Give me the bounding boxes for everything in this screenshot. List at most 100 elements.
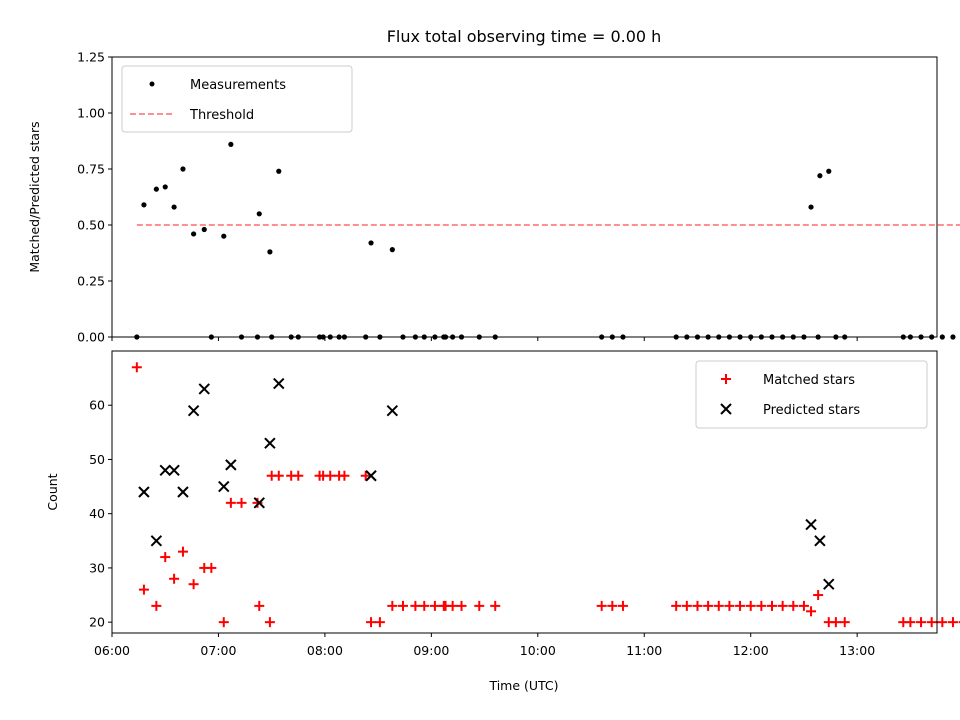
legend-matched-label: Matched stars — [763, 373, 855, 388]
predicted-star-point — [365, 470, 377, 482]
matched-star-point — [788, 600, 799, 611]
legend-predicted-marker — [720, 403, 732, 415]
chart-title: Flux total observing time = 0.00 h — [387, 27, 662, 46]
legend-matched-marker — [721, 374, 731, 384]
matched-star-point — [429, 600, 440, 611]
matched-star-point — [160, 552, 171, 563]
matched-star-point — [490, 600, 501, 611]
measurement-point — [141, 202, 147, 208]
legend-threshold-label: Threshold — [189, 108, 254, 123]
top-ytick-label: 0.50 — [77, 218, 105, 233]
matched-star-point — [474, 600, 485, 611]
matched-star-point — [777, 600, 788, 611]
predicted-star-point — [264, 437, 276, 449]
matched-star-point — [325, 470, 336, 481]
matched-star-point — [236, 497, 247, 508]
measurement-point — [808, 204, 814, 210]
matched-star-point — [169, 573, 180, 584]
predicted-star-point — [823, 578, 835, 590]
bottom-ytick-label: 40 — [89, 506, 105, 521]
matched-star-point — [138, 584, 149, 595]
top-plot: Matched/Predicted stars 0.00 0.25 0.50 0.75… — [27, 50, 960, 345]
bottom-axes-frame — [111, 350, 938, 634]
measurement-point — [267, 249, 273, 255]
xtick-label: 11:00 — [626, 643, 662, 658]
measurement-point — [368, 240, 374, 246]
matched-star-point — [151, 600, 162, 611]
measurement-point — [389, 247, 395, 253]
top-ytick-label: 0.75 — [77, 162, 105, 177]
measurement-point — [228, 141, 234, 147]
bottom-ytick-label: 20 — [89, 615, 105, 630]
matched-star-point — [839, 617, 850, 628]
measurement-point — [180, 166, 186, 172]
top-legend: Measurements Threshold — [121, 65, 353, 133]
bottom-ytick-label: 50 — [89, 452, 105, 467]
xtick-label: 06:00 — [94, 643, 130, 658]
matched-star-point — [366, 617, 377, 628]
matched-star-point — [273, 470, 284, 481]
xtick-label: 12:00 — [733, 643, 769, 658]
matched-star-point — [905, 617, 916, 628]
matched-star-point — [387, 600, 398, 611]
bottom-ytick-label: 60 — [89, 398, 105, 413]
predicted-star-point — [187, 404, 200, 417]
matched-star-point — [339, 470, 350, 481]
matched-star-point — [596, 600, 607, 611]
top-ytick-label: 1.25 — [77, 50, 105, 65]
matched-star-point — [607, 600, 618, 611]
predicted-star-point — [168, 464, 180, 477]
predicted-star-point — [159, 464, 171, 477]
matched-star-point — [806, 606, 817, 617]
matched-star-point — [188, 579, 199, 590]
matched-star-point — [397, 600, 408, 611]
matched-star-point — [724, 600, 735, 611]
xtick-label: 10:00 — [520, 643, 556, 658]
predicted-star-point — [150, 535, 163, 547]
predicted-star-point — [138, 486, 150, 498]
matched-star-point — [206, 562, 217, 573]
measurement-point — [256, 211, 262, 217]
bottom-ylabel: Count — [45, 473, 60, 510]
legend-predicted-label: Predicted stars — [763, 403, 860, 418]
predicted-star-point — [273, 377, 285, 390]
matched-star-point — [419, 600, 430, 611]
matched-star-point — [681, 600, 692, 611]
xtick-label: 13:00 — [839, 643, 875, 658]
matched-star-point — [813, 590, 824, 601]
matched-star-point — [131, 362, 142, 373]
matched-star-point — [745, 600, 756, 611]
matched-star-point — [225, 497, 236, 508]
bottom-xlabel: Time (UTC) — [488, 678, 558, 693]
bottom-legend-box — [695, 360, 928, 429]
predicted-star-point — [386, 404, 399, 417]
matched-star-point — [293, 470, 304, 481]
matched-star-point — [360, 470, 371, 481]
legend-measurements-label: Measurements — [190, 78, 286, 93]
top-legend-box — [121, 65, 353, 133]
matched-star-point — [447, 600, 458, 611]
predicted-star-point — [253, 497, 265, 509]
xtick-label: 07:00 — [200, 643, 236, 658]
measurement-point — [191, 231, 197, 237]
top-ytick-label: 0.00 — [77, 330, 105, 345]
matched-star-point — [410, 600, 421, 611]
matched-star-point — [713, 600, 724, 611]
matched-star-point — [916, 617, 927, 628]
measurement-point — [817, 173, 823, 179]
xtick-label: 08:00 — [307, 643, 343, 658]
matched-star-point — [947, 617, 958, 628]
predicted-star-point — [805, 518, 817, 531]
bottom-legend: Matched stars Predicted stars — [695, 360, 928, 429]
predicted-star-point — [177, 486, 189, 498]
measurement-point — [950, 334, 956, 340]
matched-star-point — [177, 546, 188, 557]
bottom-x-ticks: 06:00 07:00 08:00 09:00 10:00 11:00 12:00 13:00 — [94, 633, 875, 658]
measurement-point — [826, 168, 832, 174]
measurement-point — [276, 168, 282, 174]
matched-star-point — [456, 600, 467, 611]
matched-star-point — [252, 497, 263, 508]
measurement-point — [939, 334, 945, 340]
predicted-star-point — [814, 535, 826, 547]
